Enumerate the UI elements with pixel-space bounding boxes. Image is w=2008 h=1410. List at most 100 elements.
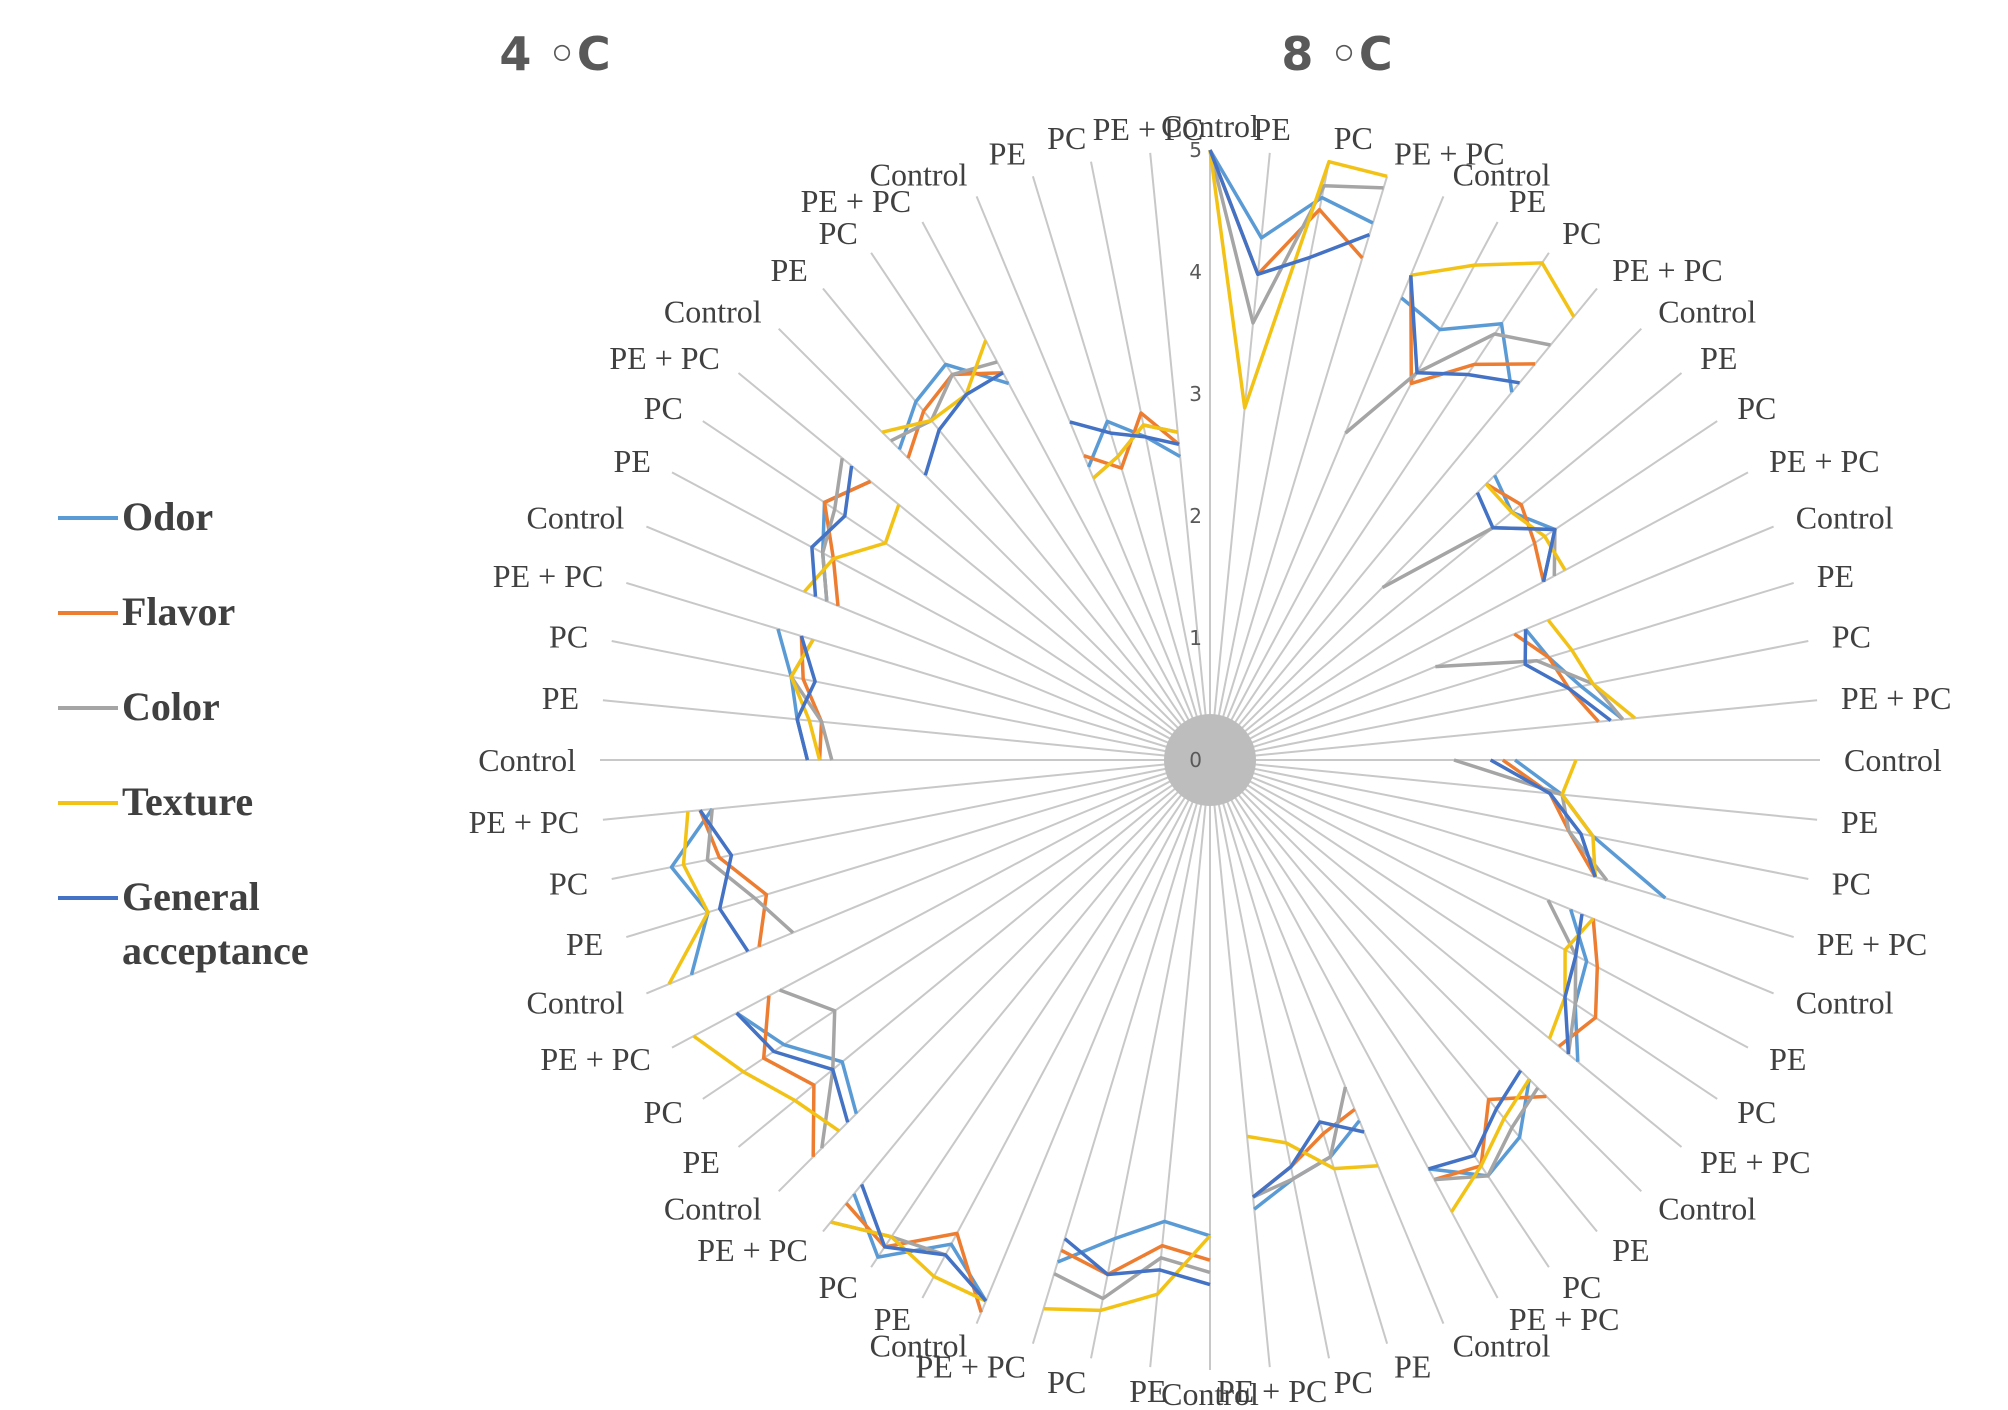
radial-axis-line	[1209, 161, 1330, 761]
radial-axis-line	[671, 471, 1211, 761]
radial-axis-line	[1209, 196, 1445, 761]
category-label: PE	[1841, 804, 1878, 840]
series-line-general-acceptance	[1208, 149, 1371, 277]
series-line-color	[1208, 149, 1384, 325]
category-label: PE + PC	[1769, 443, 1880, 479]
legend-swatch-odor	[58, 516, 118, 520]
category-label: PE + PC	[493, 558, 604, 594]
radial-tick-label: 4	[1189, 260, 1202, 284]
radial-axis-line	[611, 759, 1211, 880]
radial-axis-line	[702, 420, 1211, 761]
radial-axis-line	[646, 525, 1211, 761]
center-hub	[1164, 714, 1256, 806]
series-line-color	[1252, 1086, 1348, 1199]
category-label: PC	[644, 390, 683, 426]
category-label: Control	[527, 985, 625, 1021]
category-label: PE + PC	[1217, 1373, 1328, 1409]
radial-axis-line	[702, 759, 1211, 1100]
category-label: PE + PC	[1700, 1144, 1811, 1180]
series-line-general-acceptance	[1409, 275, 1520, 385]
category-label: PE + PC	[609, 340, 720, 376]
series-line-texture	[1450, 1078, 1531, 1213]
category-label: Control	[1453, 1328, 1551, 1364]
legend-item-flavor: Flavor	[58, 585, 418, 639]
radial-tick-label: 2	[1189, 504, 1202, 528]
radial-axis-line	[1209, 759, 1445, 1324]
category-label: PE	[1817, 558, 1854, 594]
radial-axis-line	[1209, 759, 1330, 1359]
series-line-texture	[802, 504, 901, 594]
category-label: PE	[1769, 1041, 1806, 1077]
series-line-texture	[1246, 1134, 1379, 1171]
series-line-color	[1344, 332, 1551, 435]
category-label: PE	[874, 1301, 911, 1337]
category-label: PE + PC	[1612, 252, 1723, 288]
series-line-color	[1381, 526, 1557, 590]
series-line-texture	[1092, 423, 1179, 480]
category-label: PE	[1253, 111, 1290, 147]
category-label: Control	[1796, 499, 1894, 535]
category-label: PC	[644, 1094, 683, 1130]
radial-axis-line	[602, 759, 1211, 821]
category-label: Control	[1658, 1190, 1756, 1226]
series-line-texture	[1043, 1234, 1212, 1313]
category-label: PE	[566, 926, 603, 962]
radial-axis-line	[1209, 759, 1550, 1268]
series-line-general-acceptance	[1563, 913, 1584, 1055]
series-line-odor	[1253, 1119, 1361, 1211]
category-label: Control	[1453, 156, 1551, 192]
category-label: PC	[1334, 1364, 1373, 1400]
series-line-flavor	[1557, 918, 1600, 1048]
radial-axis-line	[1031, 759, 1211, 1344]
series-line-texture	[1208, 149, 1388, 410]
series-line-color	[778, 988, 837, 1149]
series-line-flavor	[1513, 632, 1600, 723]
series-line-general-acceptance	[795, 635, 817, 761]
radial-axis-line	[1090, 161, 1211, 761]
radial-axis-line	[1209, 759, 1389, 1344]
radial-axis-line	[1209, 759, 1718, 1100]
category-label: Control	[870, 156, 968, 192]
category-label: Control	[1658, 294, 1756, 330]
radial-axis-line	[1209, 420, 1718, 761]
radial-axis-line	[1209, 525, 1774, 761]
series-line-texture	[667, 811, 710, 985]
radial-axis-line	[870, 759, 1211, 1268]
series-line-color	[1435, 659, 1625, 721]
category-label: PC	[819, 1269, 858, 1305]
radial-axis-line	[611, 640, 1211, 761]
category-label: Control	[870, 1328, 968, 1364]
radial-axis-line	[1090, 759, 1211, 1359]
series-line-general-acceptance	[698, 809, 750, 953]
radial-axis-line	[921, 221, 1211, 761]
series-line-texture	[830, 1220, 987, 1303]
series-line-texture	[692, 1034, 841, 1133]
category-label: Control	[1161, 1376, 1259, 1410]
legend-swatch-texture	[58, 801, 118, 805]
category-label: PE + PC	[697, 1232, 808, 1268]
category-label: PE	[1509, 183, 1546, 219]
radial-axis-line	[1209, 759, 1683, 1148]
category-label: PE	[770, 252, 807, 288]
series-line-general-acceptance	[810, 465, 854, 597]
radial-axis-line	[777, 327, 1211, 761]
radial-axis-line	[671, 759, 1211, 1049]
radial-axis-line	[1209, 471, 1749, 761]
radial-tick-labels: 0 1 2 3 4 5	[1189, 138, 1202, 772]
category-label: PE	[542, 680, 579, 716]
legend-label-odor: Odor	[122, 494, 214, 539]
series-line-texture	[1560, 759, 1598, 878]
category-label: PC	[1737, 1094, 1776, 1130]
series-line-odor	[735, 1011, 858, 1115]
category-label: PE + PC	[1093, 111, 1204, 147]
series-line-color	[1546, 899, 1578, 1055]
series-line-general-acceptance	[1523, 629, 1612, 722]
radial-axis-line	[975, 759, 1211, 1324]
category-label: PC	[549, 866, 588, 902]
radial-axis-line	[822, 759, 1211, 1233]
title-8c: 8 ◦C	[1281, 27, 1392, 81]
category-label: Control	[1161, 108, 1259, 144]
radial-axis-line	[1209, 176, 1389, 761]
